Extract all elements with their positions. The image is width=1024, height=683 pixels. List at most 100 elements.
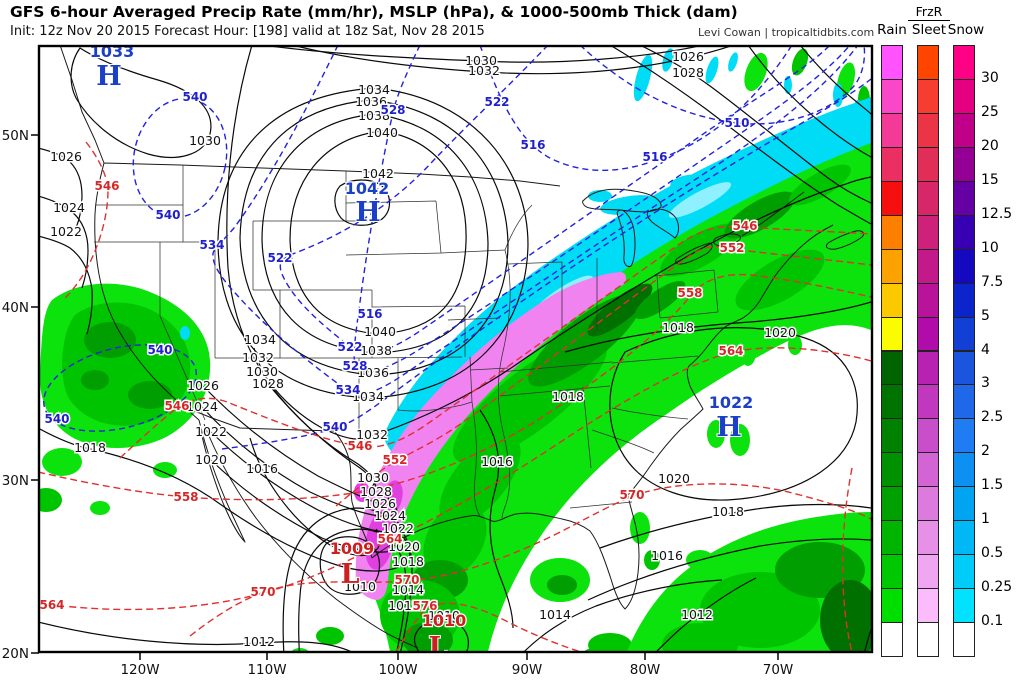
pressure-center-L: L	[341, 559, 360, 590]
legend-cell-rain	[881, 248, 903, 284]
axes-layer: 50N 40N 30N 20N 120W 110W 100W 90W 80W 70W	[2, 128, 794, 678]
legend-rain-label: Rain	[877, 22, 907, 38]
thickness-warm-label: 576	[412, 599, 437, 613]
mslp-contour-label: 1026	[364, 496, 396, 511]
thickness-cold-label: 516	[520, 138, 545, 152]
mslp-contour-label: 1040	[366, 125, 398, 140]
thickness-cold-label: 528	[342, 359, 367, 373]
mslp-contour-label: 1038	[358, 108, 390, 123]
mslp-contour-label: 1034	[358, 82, 390, 97]
lon-label: 70W	[763, 662, 794, 678]
pressure-center-value: 1010	[422, 611, 467, 630]
mslp-contour-label: 1028	[252, 376, 284, 391]
mslp-contour-label: 1012	[243, 634, 275, 649]
legend-cell-snow	[953, 384, 975, 420]
mslp-contour-label: 1024	[53, 200, 85, 215]
legend-cell-rain	[881, 350, 903, 386]
mslp-contour-label: 1016	[651, 548, 683, 563]
thickness-warm-label: 570	[250, 585, 275, 599]
legend-cell-rain	[881, 180, 903, 216]
legend-cell-sleet	[917, 45, 939, 80]
thickness-warm-label: 546	[164, 399, 189, 413]
thickness-warm-label: 570	[619, 488, 644, 502]
mslp-contour-label: 1036	[355, 94, 387, 109]
thickness-warm-contours	[39, 141, 872, 652]
legend-cell-snow	[953, 282, 975, 318]
legend-cell-rain	[881, 282, 903, 318]
thickness-cold-label: 540	[322, 420, 347, 434]
legend-cell-rain	[881, 622, 903, 657]
legend-cell-snow	[953, 214, 975, 250]
legend-cell-snow	[953, 112, 975, 148]
legend-cell-rain	[881, 146, 903, 182]
thickness-cold-label: 522	[267, 251, 292, 265]
pressure-center-value: 1022	[709, 393, 754, 412]
thickness-warm-label: 546	[347, 439, 372, 453]
legend-tick: 0.25	[981, 579, 1013, 596]
legend-cell-sleet	[917, 316, 939, 352]
legend-cell-sleet	[917, 112, 939, 148]
legend-tick: 30	[981, 69, 999, 86]
mslp-contour-label: 1038	[360, 343, 392, 358]
legend-cell-sleet	[917, 214, 939, 250]
thickness-cold-label: 522	[337, 340, 362, 354]
mslp-contour-label: 1016	[481, 454, 513, 469]
legend-tick: 4	[981, 341, 990, 358]
mslp-contour-label: 1014	[539, 607, 571, 622]
mslp-contour-label: 1016	[246, 461, 278, 476]
legend-cell-sleet	[917, 486, 939, 522]
mslp-contour-label: 1034	[352, 389, 384, 404]
legend-cell-rain	[881, 554, 903, 590]
thickness-cold-label: 534	[335, 383, 360, 397]
thickness-warm-label: 546	[732, 219, 757, 233]
mslp-contour-label: 1022	[195, 424, 227, 439]
legend-cell-sleet	[917, 282, 939, 318]
contour-labels-layer: 1030102610241022103410361038104010421030…	[39, 48, 797, 651]
thickness-cold-label: 534	[199, 238, 224, 252]
thickness-warm-label: 552	[382, 453, 407, 467]
legend-tick: 2	[981, 443, 990, 460]
lon-label: 90W	[512, 662, 543, 678]
legend-cell-snow	[953, 78, 975, 114]
state-borders	[94, 165, 719, 519]
legend-cell-rain	[881, 520, 903, 556]
legend-cell-snow	[953, 316, 975, 352]
legend-cell-rain	[881, 452, 903, 488]
mslp-contour-label: 1022	[50, 224, 82, 239]
legend-cell-sleet	[917, 384, 939, 420]
legend-cell-sleet	[917, 78, 939, 114]
mslp-contour-label: 1018	[552, 389, 584, 404]
mslp-contour-label: 1026	[50, 149, 82, 164]
legend-cell-sleet	[917, 180, 939, 216]
credit-text: Levi Cowan | tropicaltidbits.com	[698, 26, 875, 39]
lat-label: 40N	[2, 300, 29, 316]
legend-cell-rain	[881, 418, 903, 454]
mslp-contour-label: 1012	[388, 598, 420, 613]
legend-tick: 0.5	[981, 545, 1004, 562]
thickness-cold-label: 540	[182, 90, 207, 104]
mslp-contour-label: 1018	[662, 320, 694, 335]
legend-cell-sleet	[917, 248, 939, 284]
map-title: GFS 6-hour Averaged Precip Rate (mm/hr),…	[10, 3, 738, 21]
lon-label: 100W	[378, 662, 417, 678]
legend-cell-snow	[953, 350, 975, 386]
legend-cell-sleet	[917, 350, 939, 386]
legend-sleet-label: Sleet	[911, 22, 947, 38]
mslp-contour-label: 1026	[672, 49, 704, 64]
mslp-contour-label: 1020	[658, 471, 690, 486]
mslp-contour-label: 1032	[242, 350, 274, 365]
mslp-contour-label: 1042	[362, 166, 394, 181]
mslp-contour-label: 1040	[364, 324, 396, 339]
thickness-warm-label: 564	[39, 598, 64, 612]
thickness-cold-label: 540	[155, 208, 180, 222]
legend-tick: 25	[981, 103, 999, 120]
map-subtitle: Init: 12z Nov 20 2015 Forecast Hour: [19…	[10, 24, 485, 39]
pressure-center-H: H	[355, 197, 381, 228]
mslp-contour-label: 1032	[356, 427, 388, 442]
legend-cell-rain	[881, 214, 903, 250]
mslp-contour-label: 1030	[357, 470, 389, 485]
legend-cell-snow	[953, 554, 975, 590]
thickness-cold-label: 540	[44, 412, 69, 426]
mslp-contours	[39, 46, 872, 652]
